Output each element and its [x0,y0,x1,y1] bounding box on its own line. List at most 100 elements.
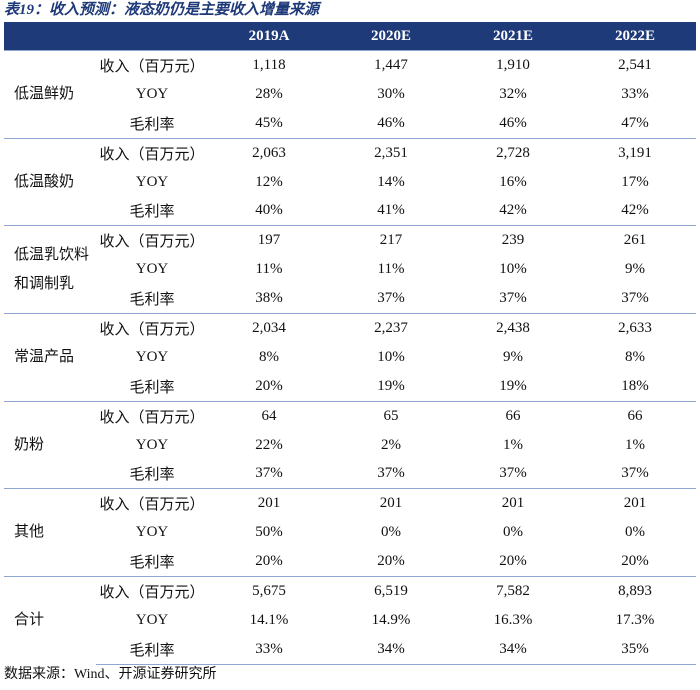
table-row: 低温乳饮料和调制乳 收入（百万元） 197 217 239 261 [4,225,696,314]
value-cell: 34% [452,634,574,665]
value-cell: 2,034 [208,313,330,343]
value-cell: 17.3% [615,611,655,628]
metric-label: 毛利率 [96,196,208,227]
value-cell: 6,519 [330,576,452,606]
forecast-table: 2019A 2020E 2021E 2022E 低温鲜奶 收入（百万元） 1,118 1,4… [4,22,696,665]
value-cell: 22% [255,436,283,453]
value-cell: 12% [255,173,283,190]
table-row: YOY 28% 30% 32% 33% [4,80,696,109]
metric-label: 毛利率 [96,459,208,490]
metric-label: 毛利率 [96,108,208,139]
value-cell: 14.1% [249,611,289,628]
table-row: 毛利率 40% 41% 42% 42% [4,196,696,227]
value-cell: 8% [625,348,645,365]
metric-label: 收入（百万元） [96,225,208,256]
metric-label: 毛利率 [96,371,208,402]
value-cell: 66 [574,400,696,431]
value-cell: 38% [208,284,330,315]
metric-label: 毛利率 [96,284,208,315]
header-cell: 2020E [330,22,452,51]
value-cell: 20% [208,547,330,578]
table-row: 毛利率 33% 34% 34% 35% [4,634,696,665]
group-label: 低温鲜奶 [4,50,96,139]
value-cell: 16.3% [493,611,533,628]
metric-label: YOY [135,611,169,628]
table-row: 低温酸奶 收入（百万元） 2,063 2,351 2,728 3,191 [4,137,696,226]
value-cell: 37% [330,459,452,490]
table-row: YOY 50% 0% 0% 0% [4,518,696,547]
value-cell: 7,582 [452,576,574,606]
value-cell: 34% [330,634,452,665]
value-cell: 65 [330,400,452,431]
value-cell: 20% [574,547,696,578]
value-cell: 37% [208,459,330,490]
metric-label: YOY [135,173,169,190]
metric-label: 收入（百万元） [96,313,208,343]
metric-label: 收入（百万元） [96,576,208,606]
value-cell: 14.9% [371,611,411,628]
value-cell: 46% [330,108,452,139]
value-cell: 9% [625,261,645,278]
value-cell: 1,118 [208,49,330,80]
header-cell [4,22,96,51]
table-row: YOY 22% 2% 1% 1% [4,431,696,460]
table-row: YOY 11% 11% 10% 9% [4,255,696,284]
value-cell: 30% [377,85,405,102]
value-cell: 9% [503,348,523,365]
value-cell: 1,447 [330,49,452,80]
source-note: 数据来源：Wind、开源证券研究所 [4,667,217,682]
value-cell: 2,237 [330,313,452,343]
table-row: 常温产品 收入（百万元） 2,034 2,237 2,438 2,633 [4,313,696,402]
value-cell: 201 [330,488,452,519]
value-cell: 2,541 [574,49,696,80]
value-cell: 18% [574,371,696,402]
table-title: 表19：收入预测：液态奶仍是主要收入增量来源 [4,2,320,18]
metric-label: 收入（百万元） [96,137,208,168]
value-cell: 2,351 [330,137,452,168]
value-cell: 261 [574,225,696,256]
value-cell: 8% [259,348,279,365]
value-cell: 201 [574,488,696,519]
table-row: 奶粉 收入（百万元） 64 65 66 66 [4,400,696,489]
metric-label: 毛利率 [96,634,208,665]
value-cell: 19% [452,371,574,402]
value-cell: 32% [499,85,527,102]
value-cell: 1,910 [452,49,574,80]
value-cell: 11% [377,261,405,278]
value-cell: 20% [330,547,452,578]
value-cell: 17% [621,173,649,190]
table-row: 其他 收入（百万元） 201 201 201 201 [4,488,696,577]
header-cell [96,22,208,51]
value-cell: 19% [330,371,452,402]
value-cell: 0% [381,524,401,541]
header-cell: 2022E [574,22,696,51]
metric-label: YOY [135,85,169,102]
table-row: YOY 14.1% 14.9% 16.3% 17.3% [4,606,696,635]
value-cell: 28% [255,85,283,102]
value-cell: 1% [625,436,645,453]
group-label: 合计 [4,576,96,665]
value-cell: 66 [452,400,574,431]
value-cell: 41% [330,196,452,227]
value-cell: 11% [255,261,283,278]
table-row: 低温鲜奶 收入（百万元） 1,118 1,447 1,910 2,541 [4,49,696,139]
value-cell: 37% [330,284,452,315]
value-cell: 47% [574,108,696,139]
value-cell: 37% [452,459,574,490]
value-cell: 10% [377,348,405,365]
table-row: 毛利率 20% 20% 20% 20% [4,547,696,578]
value-cell: 201 [452,488,574,519]
value-cell: 2,063 [208,137,330,168]
group-label: 低温酸奶 [4,137,96,226]
value-cell: 33% [621,85,649,102]
value-cell: 20% [208,371,330,402]
metric-label: 收入（百万元） [96,400,208,431]
value-cell: 16% [499,173,527,190]
value-cell: 64 [208,400,330,431]
value-cell: 10% [499,261,527,278]
value-cell: 14% [377,173,405,190]
value-cell: 37% [452,284,574,315]
metric-label: YOY [135,348,169,365]
value-cell: 50% [255,524,283,541]
group-label: 其他 [4,488,96,577]
